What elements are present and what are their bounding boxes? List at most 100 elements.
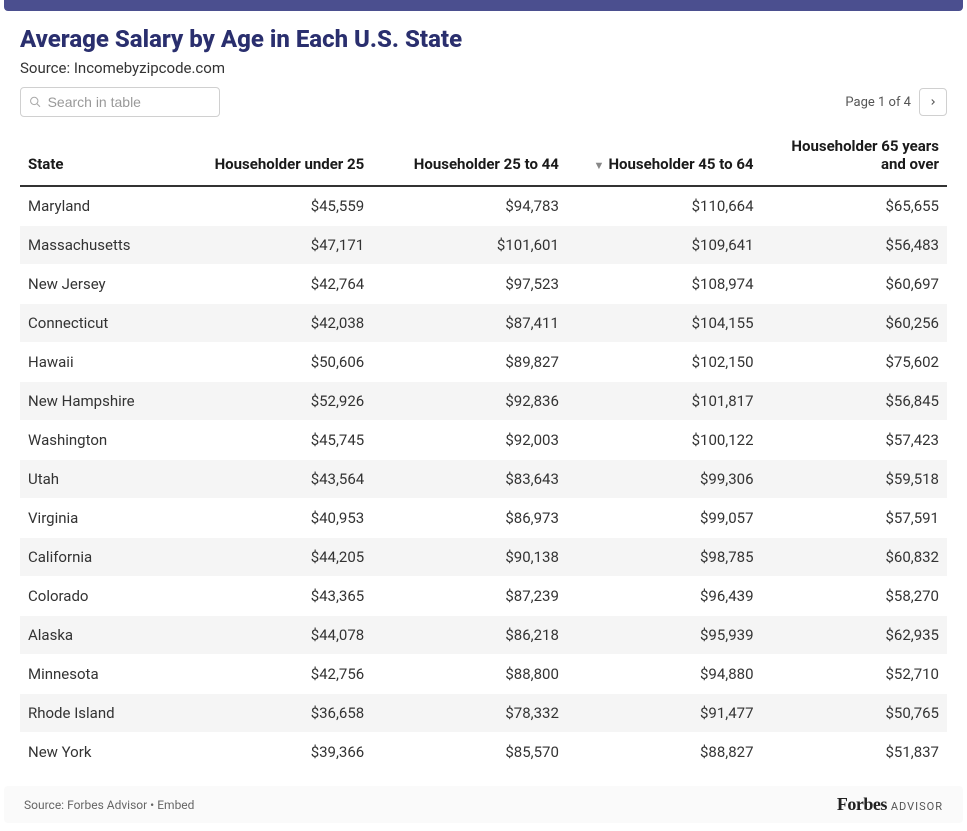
brand-main: Forbes [837,794,887,815]
cell-value: $86,973 [372,499,567,538]
cell-value: $86,218 [372,616,567,655]
col-header-under25[interactable]: Householder under 25 [178,125,373,186]
table-row: Hawaii$50,606$89,827$102,150$75,602 [20,343,947,382]
cell-value: $51,837 [762,733,947,772]
cell-value: $47,171 [178,226,373,265]
cell-value: $56,845 [762,382,947,421]
cell-value: $45,745 [178,421,373,460]
cell-state: Washington [20,421,178,460]
cell-value: $43,365 [178,577,373,616]
brand-logo: Forbes ADVISOR [837,794,943,815]
cell-value: $60,832 [762,538,947,577]
cell-value: $101,817 [567,382,762,421]
cell-value: $52,710 [762,655,947,694]
cell-value: $39,366 [178,733,373,772]
page-title: Average Salary by Age in Each U.S. State [20,25,947,53]
table-row: Rhode Island$36,658$78,332$91,477$50,765 [20,694,947,733]
cell-value: $57,591 [762,499,947,538]
cell-state: Connecticut [20,304,178,343]
cell-value: $88,827 [567,733,762,772]
cell-value: $104,155 [567,304,762,343]
cell-value: $102,150 [567,343,762,382]
cell-value: $100,122 [567,421,762,460]
cell-value: $94,783 [372,186,567,226]
col-header-state[interactable]: State [20,125,178,186]
col-header-25to44[interactable]: Householder 25 to 44 [372,125,567,186]
cell-value: $59,518 [762,460,947,499]
cell-value: $52,926 [178,382,373,421]
embed-link[interactable]: Embed [157,798,194,812]
cell-state: Rhode Island [20,694,178,733]
cell-value: $56,483 [762,226,947,265]
table-row: Virginia$40,953$86,973$99,057$57,591 [20,499,947,538]
cell-value: $57,423 [762,421,947,460]
cell-value: $60,697 [762,265,947,304]
table-row: Alaska$44,078$86,218$95,939$62,935 [20,616,947,655]
footer-source: Source: Forbes Advisor • Embed [24,798,194,812]
cell-state: Maryland [20,186,178,226]
cell-state: Colorado [20,577,178,616]
cell-value: $110,664 [567,186,762,226]
cell-value: $87,411 [372,304,567,343]
search-input[interactable] [48,94,211,110]
table-row: New Jersey$42,764$97,523$108,974$60,697 [20,265,947,304]
cell-value: $99,057 [567,499,762,538]
cell-value: $85,570 [372,733,567,772]
table-container: State Householder under 25 Householder 2… [0,125,967,772]
cell-value: $97,523 [372,265,567,304]
col-header-45to64[interactable]: ▼Householder 45 to 64 [567,125,762,186]
cell-value: $94,880 [567,655,762,694]
table-row: Colorado$43,365$87,239$96,439$58,270 [20,577,947,616]
cell-value: $91,477 [567,694,762,733]
cell-value: $92,003 [372,421,567,460]
col-header-65over[interactable]: Householder 65 years and over [762,125,947,186]
cell-value: $98,785 [567,538,762,577]
cell-value: $108,974 [567,265,762,304]
source-link[interactable]: Forbes Advisor [67,798,147,812]
cell-value: $90,138 [372,538,567,577]
cell-value: $65,655 [762,186,947,226]
table-row: New York$39,366$85,570$88,827$51,837 [20,733,947,772]
pager: Page 1 of 4 [845,88,947,116]
search-icon [29,95,42,109]
cell-value: $62,935 [762,616,947,655]
cell-state: New Hampshire [20,382,178,421]
cell-value: $40,953 [178,499,373,538]
cell-value: $89,827 [372,343,567,382]
next-page-button[interactable] [919,88,947,116]
footer: Source: Forbes Advisor • Embed Forbes AD… [4,786,963,823]
cell-value: $101,601 [372,226,567,265]
table-row: New Hampshire$52,926$92,836$101,817$56,8… [20,382,947,421]
page-subtitle: Source: Incomebyzipcode.com [20,59,947,77]
cell-value: $44,078 [178,616,373,655]
cell-value: $36,658 [178,694,373,733]
salary-table: State Householder under 25 Householder 2… [20,125,947,772]
table-row: Connecticut$42,038$87,411$104,155$60,256 [20,304,947,343]
cell-value: $96,439 [567,577,762,616]
table-header-row: State Householder under 25 Householder 2… [20,125,947,186]
top-accent-bar [4,0,963,11]
cell-state: Massachusetts [20,226,178,265]
cell-state: Utah [20,460,178,499]
cell-value: $45,559 [178,186,373,226]
chevron-right-icon [928,97,938,107]
cell-value: $42,756 [178,655,373,694]
cell-value: $92,836 [372,382,567,421]
cell-value: $99,306 [567,460,762,499]
cell-value: $75,602 [762,343,947,382]
cell-state: Virginia [20,499,178,538]
cell-value: $87,239 [372,577,567,616]
header: Average Salary by Age in Each U.S. State… [0,11,967,87]
cell-value: $50,765 [762,694,947,733]
cell-value: $109,641 [567,226,762,265]
table-row: California$44,205$90,138$98,785$60,832 [20,538,947,577]
sort-desc-icon: ▼ [594,159,605,172]
cell-state: California [20,538,178,577]
search-box[interactable] [20,87,220,117]
cell-state: New York [20,733,178,772]
cell-value: $83,643 [372,460,567,499]
table-row: Utah$43,564$83,643$99,306$59,518 [20,460,947,499]
cell-state: Minnesota [20,655,178,694]
cell-value: $95,939 [567,616,762,655]
table-row: Massachusetts$47,171$101,601$109,641$56,… [20,226,947,265]
